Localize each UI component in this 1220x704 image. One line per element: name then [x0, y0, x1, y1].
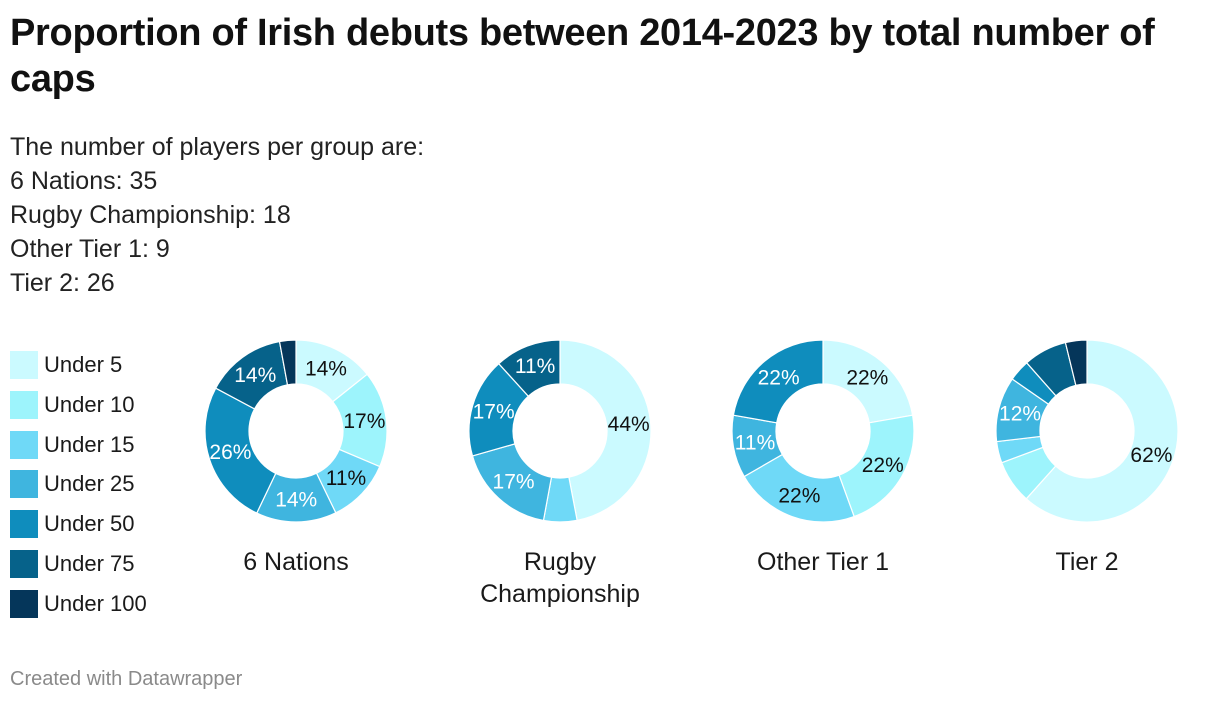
donut-segment [732, 339, 824, 424]
data-label: 14% [234, 364, 276, 387]
description-line: Other Tier 1: 9 [10, 235, 170, 263]
data-label: 22% [862, 454, 904, 477]
chart-name: Rugby [524, 548, 597, 576]
legend-swatch [10, 510, 38, 539]
chart-name: Tier 2 [1056, 548, 1119, 576]
footer-credit: Created with Datawrapper [10, 668, 243, 690]
description-line: The number of players per group are: [10, 133, 425, 161]
data-label: 11% [326, 467, 366, 490]
data-label: 11% [735, 431, 775, 454]
data-label: 26% [209, 441, 251, 464]
legend-label: Under 10 [44, 391, 135, 417]
legend-label: Under 100 [44, 590, 147, 616]
data-label: 17% [493, 471, 535, 494]
chart-name: Other Tier 1 [757, 548, 889, 576]
legend-label: Under 15 [44, 431, 135, 457]
donut-segment [1025, 339, 1179, 523]
description-line: Rugby Championship: 18 [10, 201, 291, 229]
data-label: 12% [999, 403, 1041, 426]
donut-segment [204, 387, 277, 514]
data-label: 22% [846, 367, 888, 390]
data-label: 17% [343, 410, 385, 433]
chart-title: Proportion of Irish debuts between 2014-… [10, 12, 1155, 100]
legend-swatch [10, 430, 38, 459]
description-line: 6 Nations: 35 [10, 167, 158, 195]
data-label: 22% [758, 367, 800, 390]
legend-swatch [10, 589, 38, 618]
legend-label: Under 50 [44, 511, 135, 537]
legend-swatch [10, 549, 38, 578]
legend-label: Under 75 [44, 550, 135, 576]
legend-label: Under 5 [44, 352, 123, 377]
chart-name: Championship [480, 580, 640, 608]
donut-segment [278, 339, 297, 386]
legend-swatch [10, 470, 38, 499]
chart-description: The number of players per group are: 6 N… [10, 130, 424, 300]
donut-segment [1064, 339, 1088, 387]
legend-label: Under 25 [44, 471, 135, 497]
data-label: 22% [778, 484, 820, 507]
donut-segment [559, 339, 652, 522]
donut-segment [497, 339, 561, 398]
chart-name: 6 Nations [243, 548, 349, 576]
description-line: Tier 2: 26 [10, 269, 115, 297]
data-label: 14% [275, 488, 317, 511]
legend-swatch [10, 390, 38, 419]
data-label: 11% [515, 355, 555, 378]
data-label: 17% [473, 401, 515, 424]
legend-swatch [10, 351, 38, 379]
data-label: 62% [1130, 444, 1172, 467]
data-label: 14% [305, 357, 347, 380]
data-label: 44% [608, 413, 650, 436]
